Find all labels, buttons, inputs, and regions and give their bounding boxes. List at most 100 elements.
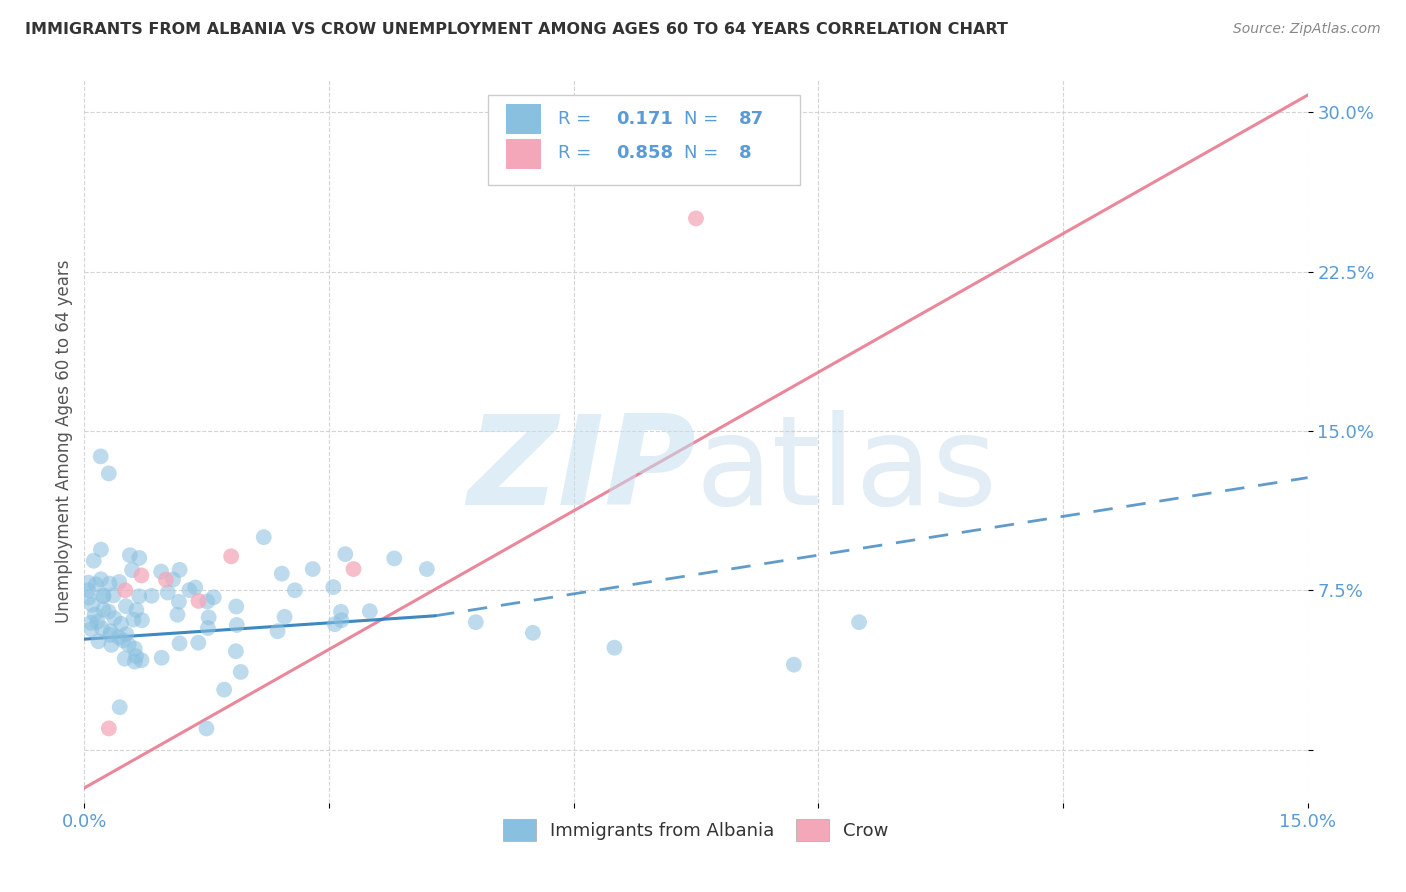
Point <box>90 621 112 635</box>
Point <box>195 594 218 608</box>
Point <box>90 542 112 557</box>
Point <box>98 576 121 591</box>
Point <box>115 599 138 614</box>
FancyBboxPatch shape <box>488 95 800 185</box>
Point <box>103 611 125 625</box>
Point <box>150 565 173 579</box>
Point <box>179 583 201 598</box>
Point <box>162 573 184 587</box>
Point <box>266 624 288 639</box>
Point <box>225 599 247 614</box>
Point <box>330 613 353 627</box>
Point <box>195 722 218 736</box>
Point <box>117 638 139 652</box>
Point <box>166 607 188 622</box>
Point <box>169 636 191 650</box>
Point <box>323 617 346 632</box>
Point <box>108 574 131 589</box>
Point <box>141 589 163 603</box>
Text: N =: N = <box>683 110 724 128</box>
Point <box>107 630 129 644</box>
Point <box>114 651 136 665</box>
Point <box>128 589 150 603</box>
Point <box>91 589 114 603</box>
Point <box>108 700 131 714</box>
Point <box>80 622 103 636</box>
Point <box>169 563 191 577</box>
Point <box>100 638 122 652</box>
Point <box>128 551 150 566</box>
Point <box>83 607 105 622</box>
Point <box>103 588 125 602</box>
Point <box>219 549 242 564</box>
Point <box>84 577 107 591</box>
Point <box>86 615 108 629</box>
Point <box>848 615 870 630</box>
Point <box>118 548 141 562</box>
Point <box>229 665 252 679</box>
FancyBboxPatch shape <box>506 139 541 169</box>
Point <box>114 583 136 598</box>
Point <box>322 580 344 594</box>
Point <box>156 585 179 599</box>
Point <box>197 610 219 624</box>
Point <box>202 591 225 605</box>
Point <box>124 655 146 669</box>
Point <box>115 627 138 641</box>
Point <box>301 562 323 576</box>
Point <box>150 650 173 665</box>
Point <box>225 644 247 658</box>
Point <box>155 573 177 587</box>
Point <box>382 551 405 566</box>
Point <box>122 613 145 627</box>
Point <box>273 609 295 624</box>
Point <box>284 583 307 598</box>
Point <box>93 590 115 604</box>
Text: 8: 8 <box>738 145 751 162</box>
Point <box>125 603 148 617</box>
Point <box>97 467 120 481</box>
Point <box>80 598 103 612</box>
Point <box>329 605 352 619</box>
Point <box>783 657 806 672</box>
Point <box>342 562 364 576</box>
Point <box>97 722 120 736</box>
Point <box>187 594 209 608</box>
Point <box>253 530 276 544</box>
Point <box>77 575 100 590</box>
Point <box>131 613 153 627</box>
Point <box>416 562 439 576</box>
Point <box>359 604 381 618</box>
Point <box>125 649 148 664</box>
Point <box>225 618 247 632</box>
Point <box>685 211 707 226</box>
Point <box>197 621 219 635</box>
Point <box>335 547 357 561</box>
Text: R =: R = <box>558 145 596 162</box>
Point <box>184 581 207 595</box>
Text: 0.858: 0.858 <box>616 145 673 162</box>
Text: IMMIGRANTS FROM ALBANIA VS CROW UNEMPLOYMENT AMONG AGES 60 TO 64 YEARS CORRELATI: IMMIGRANTS FROM ALBANIA VS CROW UNEMPLOY… <box>25 22 1008 37</box>
Point <box>270 566 292 581</box>
Point <box>83 554 105 568</box>
Point <box>100 624 122 639</box>
Point <box>187 636 209 650</box>
Point <box>131 568 153 582</box>
Point <box>77 591 100 605</box>
Text: ZIP: ZIP <box>467 410 696 531</box>
Point <box>522 625 544 640</box>
Text: 87: 87 <box>738 110 763 128</box>
Point <box>603 640 626 655</box>
Point <box>87 634 110 648</box>
Text: Source: ZipAtlas.com: Source: ZipAtlas.com <box>1233 22 1381 37</box>
Point <box>131 653 153 667</box>
Point <box>167 595 190 609</box>
Point <box>97 605 120 619</box>
Point <box>124 641 146 656</box>
Point <box>90 450 112 464</box>
Y-axis label: Unemployment Among Ages 60 to 64 years: Unemployment Among Ages 60 to 64 years <box>55 260 73 624</box>
Point <box>90 572 112 586</box>
Text: N =: N = <box>683 145 724 162</box>
FancyBboxPatch shape <box>506 104 541 135</box>
Point <box>93 603 115 617</box>
